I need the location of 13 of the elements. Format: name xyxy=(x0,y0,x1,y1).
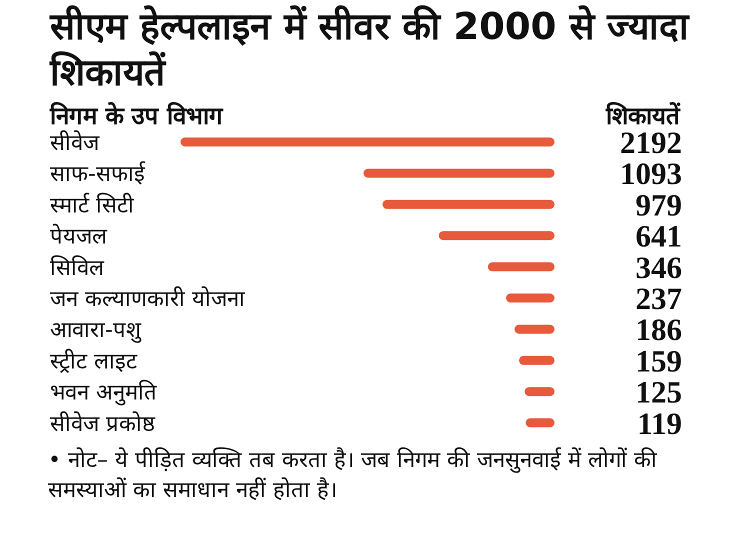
text: • नोट– ये पीड़ित व्यक्ति तब करता है। जब निगम की जनसुनवाई में लोगों की समस्याओं का समाधान नहीं होता है। xyxy=(48,446,658,505)
y-tick-label: साफ-सफाई xyxy=(50,161,146,188)
chart-title: सीएम हेल्पलाइन में सीवर की 2000 से ज्यादा शिकायतें xyxy=(50,4,690,96)
y-axis-title: निगम के उप विभाग xyxy=(49,102,224,130)
y-tick-label: सीवेज xyxy=(50,130,100,156)
y-tick-label: आवारा-पशु xyxy=(50,318,142,344)
y-tick-label: भवन अनुमति xyxy=(50,380,157,406)
y-tick-label: पेयजल xyxy=(50,224,108,250)
y-tick-label: स्ट्रीट लाइट xyxy=(50,348,138,374)
y-tick-label: स्मार्ट सिटी xyxy=(50,192,134,218)
y-tick-label: सिविल xyxy=(50,254,105,281)
y-tick-label: जन कल्याणकारी योजना xyxy=(50,286,245,312)
y-tick-label: सीवेज प्रकोष्ठ xyxy=(50,410,156,437)
